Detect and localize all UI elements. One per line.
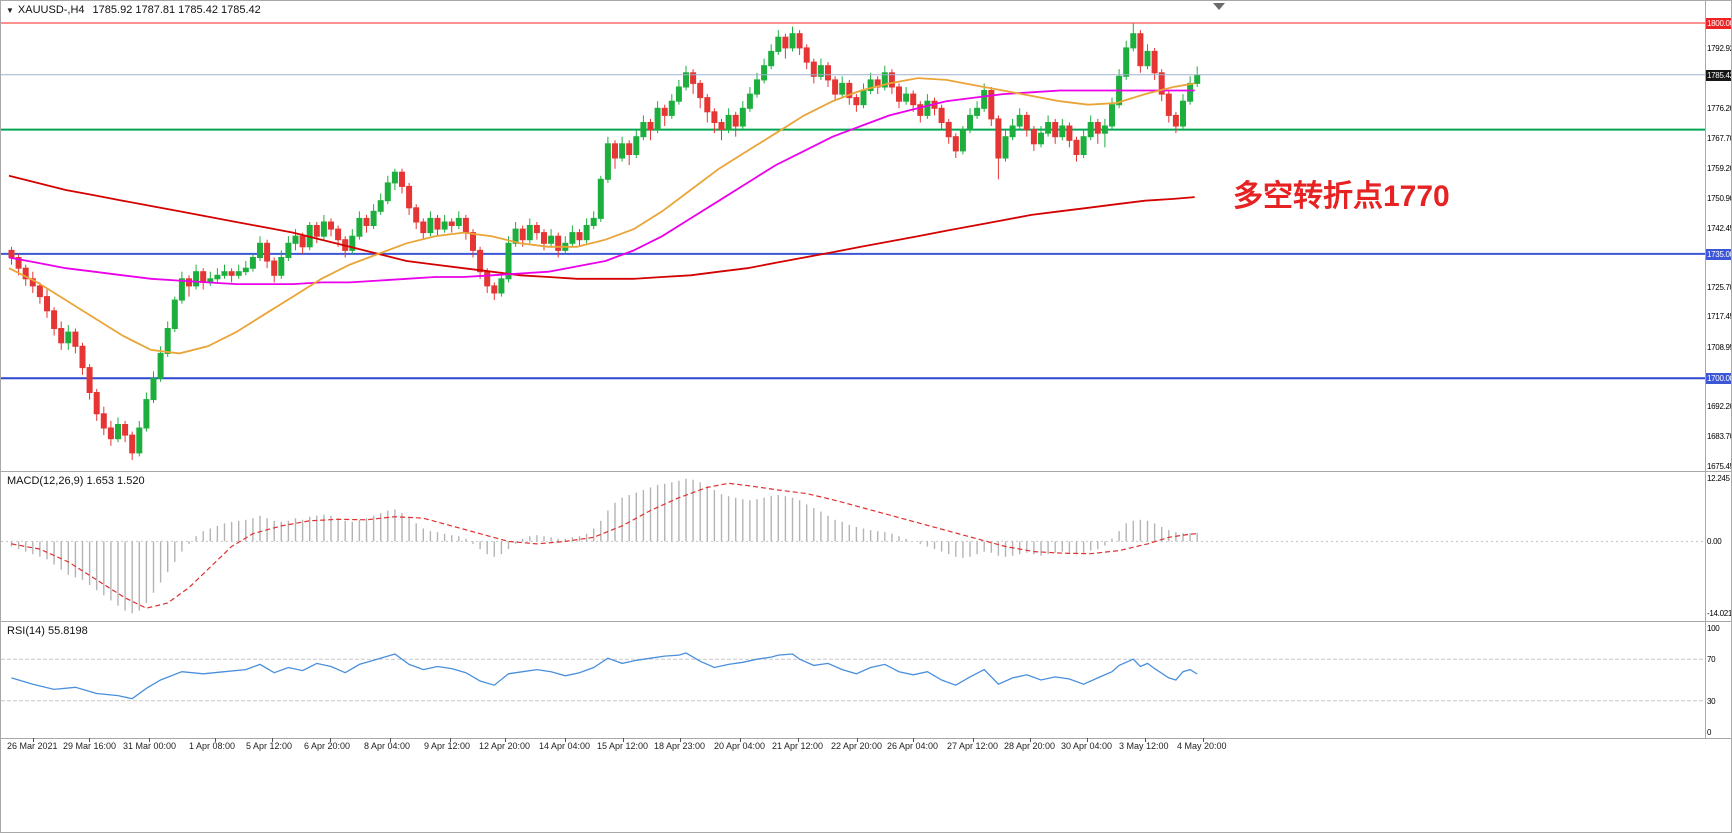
time-label: 20 Apr 04:00 (714, 741, 766, 751)
price-label-1750.90: 1750.90 (1707, 193, 1732, 203)
price-label-1785.42: 1785.42 (1706, 69, 1731, 81)
time-axis-separator (1, 738, 1731, 739)
time-label: 31 Mar 00:00 (123, 741, 177, 751)
price-label-1759.20: 1759.20 (1707, 164, 1732, 173)
time-tick (1203, 738, 1204, 742)
price-label-1800.00: 1800.00 (1706, 18, 1731, 29)
time-label: 6 Apr 20:00 (304, 741, 351, 751)
time-label: 26 Apr 04:00 (887, 741, 939, 751)
price-label-1776.20: 1776.20 (1707, 103, 1732, 113)
rsi-panel[interactable] (1, 622, 1705, 738)
macd-panel-separator (1, 471, 1731, 472)
time-tick (33, 738, 34, 742)
time-label: 21 Apr 12:00 (772, 741, 824, 751)
price-label-1675.45: 1675.45 (1707, 461, 1732, 471)
time-axis[interactable]: 26 Mar 2021 29 Mar 16:00 31 Mar 00:00 1 Apr… (1, 738, 1731, 756)
price-label-1742.45: 1742.45 (1707, 223, 1732, 233)
time-tick (450, 738, 451, 742)
time-label: 15 Apr 12:00 (597, 741, 649, 751)
time-label: 18 Apr 23:00 (654, 741, 706, 751)
price-label-1708.95: 1708.95 (1707, 342, 1732, 352)
price-label-1792.92: 1792.92 (1707, 44, 1732, 54)
time-tick (149, 738, 150, 742)
time-tick (505, 738, 506, 742)
time-label: 27 Apr 12:00 (947, 741, 999, 751)
macd-scale-label-0.00: 0.00 (1707, 537, 1722, 547)
chart-header: ▼ XAUUSD-,H4 1785.92 1787.81 1785.42 1785.… (6, 4, 261, 16)
time-tick (272, 738, 273, 742)
time-label: 3 May 12:00 (1119, 741, 1169, 751)
macd-signal-line (11, 482, 1198, 609)
main-price-chart[interactable] (1, 1, 1705, 471)
time-label: 12 Apr 20:00 (479, 741, 531, 751)
macd-label: MACD(12,26,9) 1.653 1.520 (7, 475, 145, 487)
price-label-1717.45: 1717.45 (1707, 312, 1732, 322)
time-tick (215, 738, 216, 742)
rsi-scale-label-30: 30 (1707, 696, 1716, 706)
price-label-1735.00: 1735.00 (1706, 248, 1731, 260)
time-tick (330, 738, 331, 742)
time-label: 8 Apr 04:00 (364, 741, 411, 751)
time-label: 30 Apr 04:00 (1061, 741, 1113, 751)
time-label: 4 May 20:00 (1177, 741, 1227, 751)
time-tick (390, 738, 391, 742)
rsi-label: RSI(14) 55.8198 (7, 625, 88, 637)
time-tick (1087, 738, 1088, 742)
chart-shift-marker-icon[interactable] (1213, 3, 1225, 10)
time-label: 26 Mar 2021 (7, 741, 58, 751)
rsi-panel-separator (1, 621, 1731, 622)
rsi-scale-label-0: 0 (1707, 728, 1712, 737)
time-label: 1 Apr 08:00 (189, 741, 236, 751)
time-label: 14 Apr 04:00 (539, 741, 591, 751)
time-tick (798, 738, 799, 742)
time-tick (565, 738, 566, 742)
time-label: 29 Mar 16:00 (63, 741, 117, 751)
price-axis[interactable]: 1800.00 1792.92 1785.42 1776.20 1767.70 1759.… (1706, 1, 1731, 471)
rsi-line (11, 652, 1198, 700)
candlesticks (8, 23, 1201, 460)
chart-annotation[interactable]: 多空转折点1770 (1233, 180, 1450, 213)
ma-magenta-mid (8, 89, 1195, 286)
price-axis-separator (1705, 1, 1706, 738)
time-tick (740, 738, 741, 742)
macd-histogram (10, 478, 1198, 614)
time-tick (1030, 738, 1031, 742)
time-label: 5 Apr 12:00 (246, 741, 293, 751)
rsi-axis: 100 70 30 0 (1706, 622, 1731, 738)
price-label-1725.70: 1725.70 (1707, 283, 1732, 292)
time-tick (623, 738, 624, 742)
time-label: 28 Apr 20:00 (1004, 741, 1056, 751)
time-tick (1145, 738, 1146, 742)
ma-orange-fast (8, 77, 1195, 355)
time-label: 9 Apr 12:00 (424, 741, 471, 751)
rsi-scale-label-70: 70 (1707, 655, 1716, 665)
chart-ohlc-readout: 1785.92 1787.81 1785.42 1785.42 (92, 4, 261, 16)
quick-trade-triangle-icon[interactable]: ▼ (6, 6, 14, 15)
time-tick (913, 738, 914, 742)
chart-symbol-period: XAUUSD-,H4 (17, 4, 85, 16)
ma-red-slow (8, 174, 1195, 280)
rsi-scale-label-100: 100 (1707, 624, 1720, 633)
macd-panel[interactable] (1, 472, 1705, 621)
time-label: 22 Apr 20:00 (831, 741, 883, 751)
time-tick (89, 738, 90, 742)
price-label-1683.70: 1683.70 (1707, 432, 1732, 442)
price-label-1700.00: 1700.00 (1706, 373, 1731, 385)
time-tick (857, 738, 858, 742)
time-tick (973, 738, 974, 742)
price-label-1767.70: 1767.70 (1707, 133, 1732, 143)
macd-scale-label--14.021: -14.021 (1707, 609, 1732, 619)
macd-axis: 12.245 0.00 -14.021 (1706, 472, 1731, 621)
macd-scale-label-12.245: 12.245 (1707, 474, 1730, 484)
price-label-1692.20: 1692.20 (1707, 402, 1732, 411)
time-tick (680, 738, 681, 742)
